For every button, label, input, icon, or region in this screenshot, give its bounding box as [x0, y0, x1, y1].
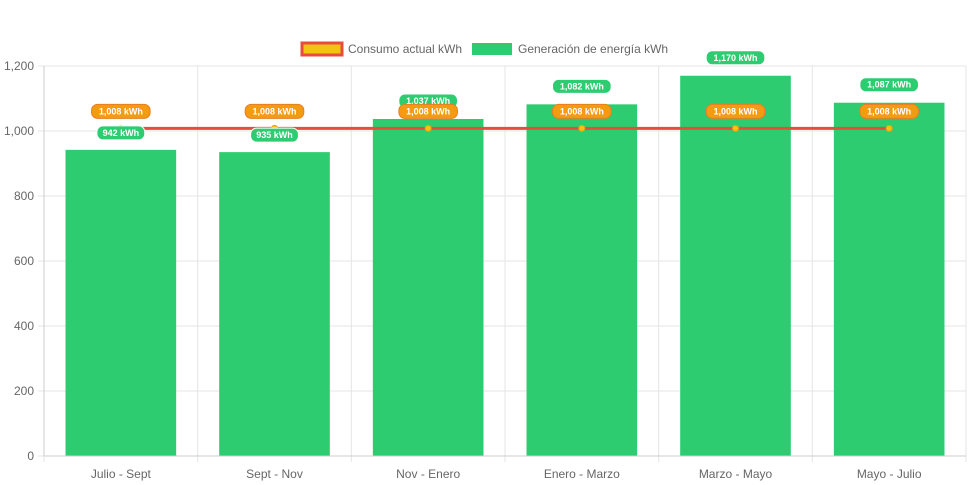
consumption-point: [424, 124, 432, 132]
generation-data-label-bg: [705, 50, 766, 66]
generation-bar: [526, 104, 638, 456]
legend[interactable]: Consumo actual kWh Generación de energía…: [300, 41, 668, 57]
generation-data-label: 1,082 kWh: [560, 81, 604, 91]
generation-data-label-bg: [552, 78, 612, 94]
legend-swatch-consumption: [300, 41, 344, 57]
consumption-data-label: 1,008 kWh: [560, 106, 604, 116]
consumption-data-label: 1,008 kWh: [867, 106, 911, 116]
x-tick-label: Julio - Sept: [91, 467, 152, 481]
generation-data-label: 1,170 kWh: [713, 53, 757, 63]
y-tick-label: 1,000: [4, 124, 34, 138]
consumption-data-label-bg: [552, 103, 612, 119]
consumption-data-label: 1,008 kWh: [252, 106, 296, 116]
generation-data-label: 1,087 kWh: [867, 80, 911, 90]
y-tick-label: 800: [14, 189, 34, 203]
consumption-data-label-bg: [398, 103, 458, 119]
axes: 0 200 400 600 800 1,000 1,200 Julio - Sept Sept …: [4, 59, 966, 481]
y-tick-label: 1,200: [4, 59, 34, 73]
y-tick-label: 400: [14, 319, 34, 333]
legend-label-generation: Generación de energía kWh: [518, 42, 668, 56]
generation-bar: [833, 102, 945, 456]
generation-bar: [65, 149, 177, 456]
consumption-point: [732, 124, 739, 132]
consumption-point: [885, 124, 893, 132]
consumption-data-label-bg: [91, 103, 151, 119]
generation-bars: [65, 75, 945, 456]
generation-data-label: 935 kWh: [256, 130, 293, 140]
generation-bar: [219, 152, 330, 456]
legend-item-consumption[interactable]: Consumo actual kWh: [300, 41, 462, 57]
y-tick-label: 600: [14, 254, 34, 268]
generation-bar: [680, 75, 791, 456]
generation-bar: [372, 118, 484, 456]
legend-swatch-generation: [472, 43, 512, 55]
x-tick-label: Mayo - Julio: [857, 467, 922, 481]
consumption-point: [578, 124, 586, 132]
legend-label-consumption: Consumo actual kWh: [348, 42, 462, 56]
x-tick-label: Sept - Nov: [246, 467, 303, 481]
consumption-data-label: 1,008 kWh: [406, 106, 450, 116]
consumption-data-label: 1,008 kWh: [713, 106, 757, 116]
generation-data-label: 942 kWh: [103, 128, 140, 138]
consumption-data-label-bg: [859, 103, 919, 119]
generation-data-label-bg: [96, 125, 146, 141]
data-labels: 942 kWh 935 kWh 1,037 kWh 1,082 kWh 1,170 kW…: [91, 50, 919, 143]
generation-data-label-bg: [859, 77, 919, 93]
generation-data-label-bg: [250, 127, 299, 143]
x-tick-label: Marzo - Mayo: [699, 467, 773, 481]
consumption-data-label-bg: [705, 103, 766, 119]
legend-item-generation[interactable]: Generación de energía kWh: [472, 42, 668, 56]
x-tick-label: Nov - Enero: [396, 467, 460, 481]
generation-data-label: 1,037 kWh: [406, 96, 450, 106]
consumption-data-label: 1,008 kWh: [99, 106, 143, 116]
x-tick-label: Enero - Marzo: [544, 467, 620, 481]
y-tick-label: 0: [27, 449, 34, 463]
y-tick-label: 200: [14, 384, 34, 398]
grid-lines: [43, 65, 967, 462]
consumption-data-label-bg: [244, 103, 305, 119]
